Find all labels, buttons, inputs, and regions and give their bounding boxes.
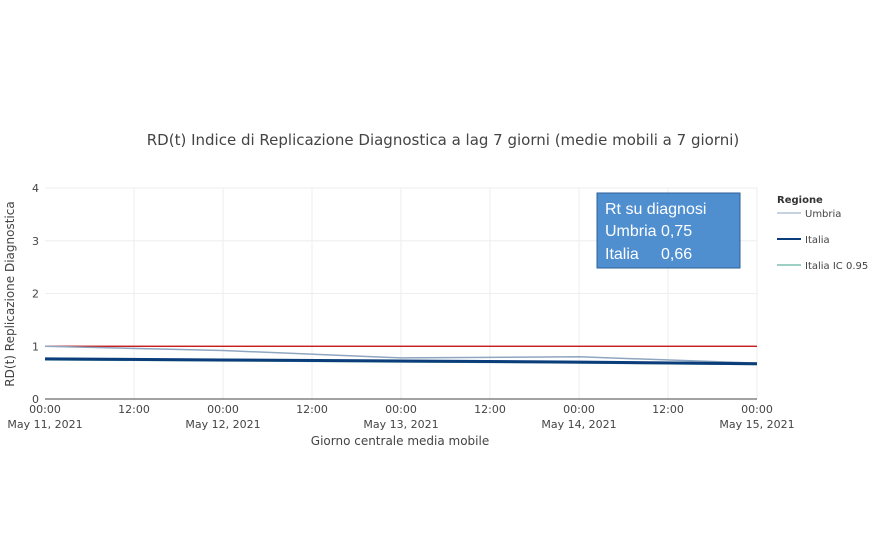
x-tick-date-label: May 14, 2021	[541, 418, 616, 431]
y-tick-label: 4	[32, 182, 39, 195]
x-axis-title: Giorno centrale media mobile	[311, 434, 489, 448]
annotation-line: Umbria 0,75	[605, 223, 692, 240]
x-tick-label: 00:00	[741, 403, 773, 416]
y-tick-label: 2	[32, 288, 39, 301]
x-tick-date-label: May 13, 2021	[363, 418, 438, 431]
x-tick-label: 12:00	[296, 403, 328, 416]
x-tick-label: 12:00	[652, 403, 684, 416]
x-tick-date-label: May 11, 2021	[7, 418, 82, 431]
x-tick-label: 00:00	[29, 403, 61, 416]
annotation-line: Italia 0,66	[605, 246, 692, 263]
y-tick-label: 1	[32, 340, 39, 353]
annotation-line: Rt su diagnosi	[605, 201, 706, 218]
y-tick-label: 0	[32, 393, 39, 406]
axes: 0 1 2 3 4 00:00 May 11, 2021 12:00 00:00 May 12, …	[7, 182, 794, 431]
annotation-box: Rt su diagnosi Umbria 0,75 Italia 0,66	[596, 192, 741, 269]
x-tick-label: 00:00	[207, 403, 239, 416]
legend-item-label: Umbria	[805, 209, 841, 220]
series-layer	[44, 345, 758, 366]
annotation-background	[596, 192, 741, 269]
y-tick-label: 3	[32, 235, 39, 248]
legend: Regione Umbria Italia Italia IC 0.95	[777, 195, 868, 272]
legend-item-label: Italia IC 0.95	[805, 261, 868, 272]
legend-item-label: Italia	[805, 235, 830, 246]
x-tick-date-label: May 12, 2021	[185, 418, 260, 431]
x-tick-label: 12:00	[474, 403, 506, 416]
y-axis-title: RD(t) Replicazione Diagnostica	[3, 201, 17, 386]
series-line-umbria	[44, 345, 758, 364]
legend-items: Umbria Italia Italia IC 0.95	[777, 209, 868, 272]
x-tick-label: 12:00	[118, 403, 150, 416]
series-line-italia	[44, 357, 758, 366]
legend-title: Regione	[777, 195, 823, 206]
x-tick-date-label: May 15, 2021	[719, 418, 794, 431]
x-tick-label: 00:00	[563, 403, 595, 416]
x-tick-label: 00:00	[385, 403, 417, 416]
chart-title: RD(t) Indice di Replicazione Diagnostica…	[147, 131, 740, 149]
